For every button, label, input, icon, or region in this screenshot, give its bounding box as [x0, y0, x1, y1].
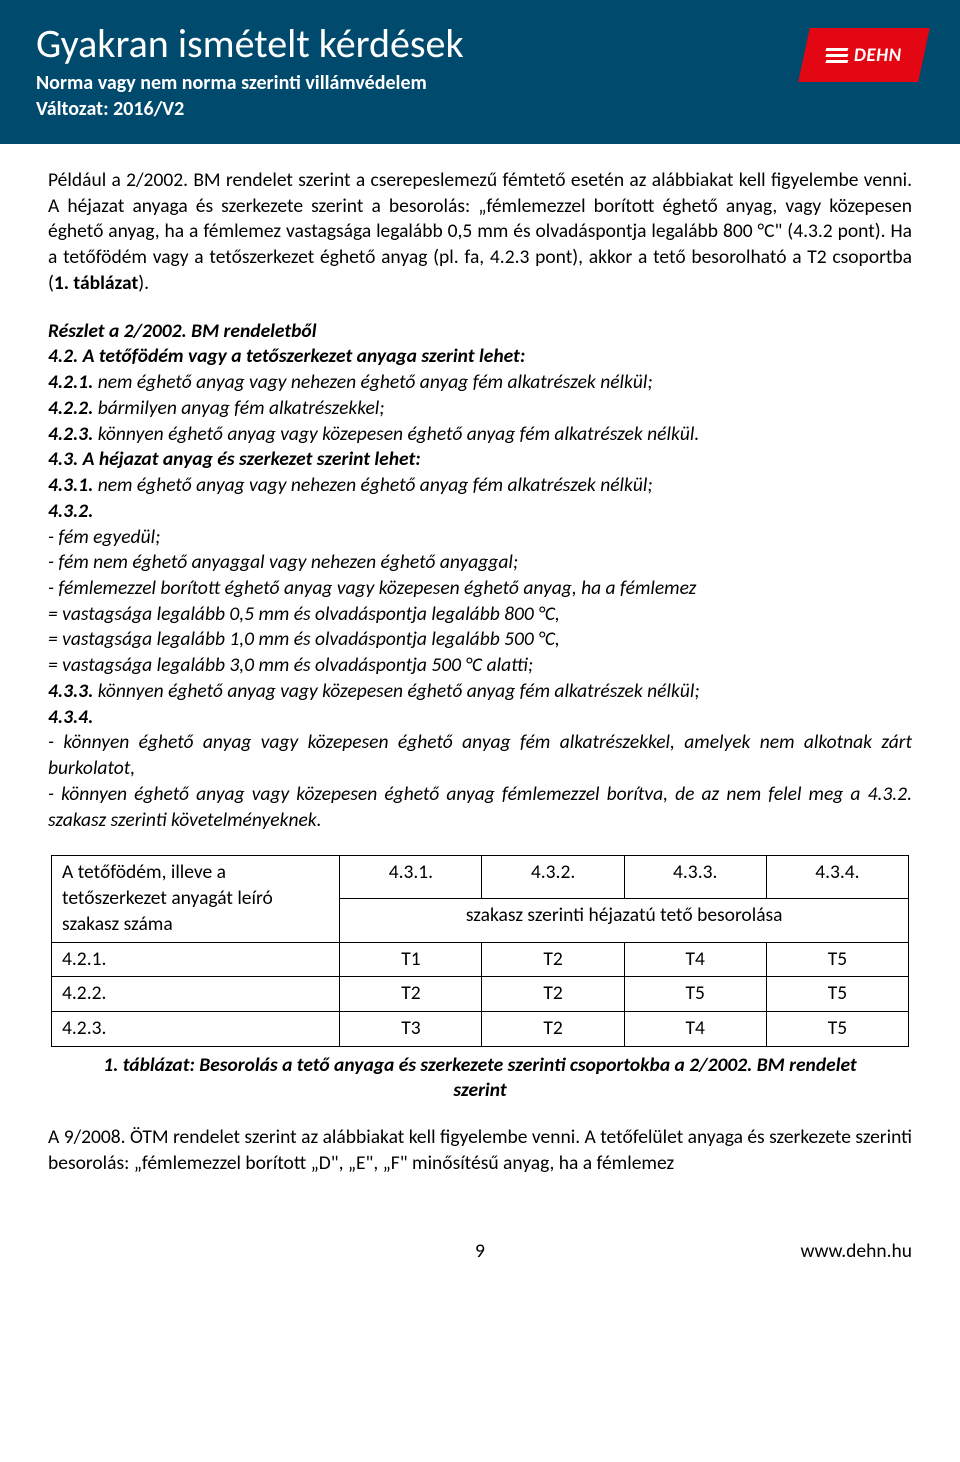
table-cell: T1 [340, 942, 482, 977]
intro-text-c: ). [138, 271, 149, 295]
header-subtitle-1: Norma vagy nem norma szerinti villámvéde… [36, 70, 464, 96]
table-cell: 4.2.2. [52, 977, 340, 1012]
sec-4-3-2-line3: - fémlemezzel borított éghető anyag vagy… [48, 576, 696, 600]
sec-4-3-2-num: 4.3.2. [48, 499, 93, 523]
table-cell: T3 [340, 1012, 482, 1047]
closing-paragraph: A 9/2008. ÖTM rendelet szerint az alábbi… [48, 1125, 912, 1176]
table-cell: T2 [482, 1012, 624, 1047]
page-header: Gyakran ismételt kérdések Norma vagy nem… [0, 0, 960, 144]
sec-4-3-1-num: 4.3.1. [48, 473, 93, 497]
sec-4-3-4-num: 4.3.4. [48, 705, 93, 729]
excerpt-section: Részlet a 2/2002. BM rendeletből 4.2. A … [48, 319, 912, 834]
intro-text-a: Például a 2/2002. BM rendelet szerint a … [48, 168, 912, 295]
sec-4-3-heading: 4.3. A héjazat anyag és szerkezet szerin… [48, 447, 421, 471]
sec-4-3-2-line6: = vastagsága legalább 3,0 mm és olvadásp… [48, 653, 533, 677]
sec-4-3-4-line1: - könnyen éghető anyag vagy közepesen ég… [48, 730, 912, 780]
excerpt-heading: Részlet a 2/2002. BM rendeletből [48, 319, 317, 343]
sec-4-3-3-num: 4.3.3. [48, 679, 93, 703]
table-cell: T2 [482, 977, 624, 1012]
logo-stripes-icon [826, 48, 848, 63]
sec-4-2-2-num: 4.2.2. [48, 396, 93, 420]
table-caption: 1. táblázat: Besorolás a tető anyaga és … [92, 1053, 868, 1104]
table-col-431: 4.3.1. [340, 856, 482, 899]
table-col-434: 4.3.4. [766, 856, 908, 899]
table-cell: T4 [624, 942, 766, 977]
table-cell: T2 [482, 942, 624, 977]
table-cell: 4.2.3. [52, 1012, 340, 1047]
sec-4-2-3-text: könnyen éghető anyag vagy közepesen éghe… [93, 422, 699, 446]
sec-4-3-2-line1: - fém egyedül; [48, 525, 160, 549]
sec-4-3-4-line2: - könnyen éghető anyag vagy közepesen ég… [48, 782, 912, 832]
sec-4-3-2-line4: = vastagsága legalább 0,5 mm és olvadásp… [48, 602, 560, 626]
table-header-left: A tetőfödém, illeve a tetőszerkezet anya… [52, 856, 340, 942]
footer-url: www.dehn.hu [801, 1239, 913, 1263]
table-cell: T5 [624, 977, 766, 1012]
sec-4-2-heading: 4.2. A tetőfödém vagy a tetőszerkezet an… [48, 344, 525, 368]
document-body: Például a 2/2002. BM rendelet szerint a … [0, 144, 960, 1197]
table-cell: T2 [340, 977, 482, 1012]
header-subtitle-2: Változat: 2016/V2 [36, 96, 464, 122]
table-cell: T5 [766, 1012, 908, 1047]
sec-4-3-1-text: nem éghető anyag vagy nehezen éghető any… [93, 473, 652, 497]
table-cell: T5 [766, 977, 908, 1012]
intro-ref-bold: 1. táblázat [54, 271, 138, 295]
page-footer: 9 www.dehn.hu [0, 1197, 960, 1283]
logo-text: DEHN [854, 44, 902, 67]
table-row: 4.2.1. T1 T2 T4 T5 [52, 942, 909, 977]
intro-paragraph: Például a 2/2002. BM rendelet szerint a … [48, 168, 912, 297]
sec-4-2-1-num: 4.2.1. [48, 370, 93, 394]
header-text-block: Gyakran ismételt kérdések Norma vagy nem… [36, 22, 464, 122]
sec-4-3-3-text: könnyen éghető anyag vagy közepesen éghe… [93, 679, 699, 703]
table-cell: T5 [766, 942, 908, 977]
table-span-header: szakasz szerinti héjazatú tető besorolás… [340, 899, 909, 942]
page-number: 9 [475, 1239, 485, 1263]
table-cell: 4.2.1. [52, 942, 340, 977]
sec-4-3-2-line5: = vastagsága legalább 1,0 mm és olvadásp… [48, 627, 560, 651]
dehn-logo: DEHN [798, 28, 929, 82]
sec-4-3-2-line2: - fém nem éghető anyaggal vagy nehezen é… [48, 550, 518, 574]
sec-4-2-2-text: bármilyen anyag fém alkatrészekkel; [93, 396, 384, 420]
page-title: Gyakran ismételt kérdések [36, 22, 464, 66]
table-cell: T4 [624, 1012, 766, 1047]
sec-4-2-3-num: 4.2.3. [48, 422, 93, 446]
table-row: 4.2.2. T2 T2 T5 T5 [52, 977, 909, 1012]
table-row: A tetőfödém, illeve a tetőszerkezet anya… [52, 856, 909, 899]
classification-table: A tetőfödém, illeve a tetőszerkezet anya… [51, 855, 909, 1046]
sec-4-2-1-text: nem éghető anyag vagy nehezen éghető any… [93, 370, 652, 394]
table-row: 4.2.3. T3 T2 T4 T5 [52, 1012, 909, 1047]
table-col-433: 4.3.3. [624, 856, 766, 899]
table-col-432: 4.3.2. [482, 856, 624, 899]
